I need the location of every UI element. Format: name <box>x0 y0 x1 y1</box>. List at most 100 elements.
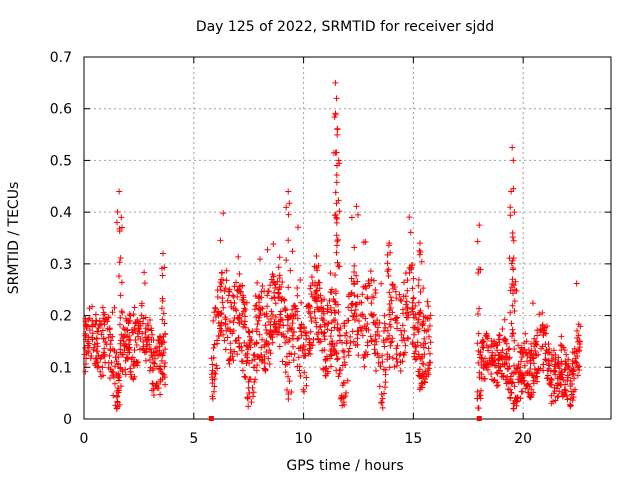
data-point <box>334 325 341 332</box>
data-point <box>250 352 257 359</box>
data-point <box>311 308 318 315</box>
data-point <box>214 308 221 315</box>
data-point <box>550 355 557 362</box>
y-tick-label: 0.2 <box>50 309 72 325</box>
data-point <box>248 399 255 406</box>
data-point <box>564 377 571 384</box>
data-point <box>507 287 514 294</box>
data-point <box>118 224 125 231</box>
data-point <box>396 291 403 298</box>
data-point <box>254 321 261 328</box>
data-point <box>270 241 277 248</box>
data-point <box>510 290 517 297</box>
data-point <box>101 311 108 318</box>
data-point <box>527 360 534 367</box>
data-point <box>93 358 100 365</box>
data-point <box>521 340 528 347</box>
data-point <box>210 317 217 324</box>
data-point <box>82 315 89 322</box>
data-point <box>353 272 360 279</box>
data-point <box>333 340 340 347</box>
data-point <box>122 315 129 322</box>
data-point <box>540 327 547 334</box>
data-point <box>236 271 243 278</box>
data-point <box>381 390 388 397</box>
data-point <box>354 293 361 300</box>
data-point <box>270 273 277 280</box>
data-point <box>509 302 516 309</box>
data-point <box>564 396 571 403</box>
data-point <box>86 327 93 334</box>
data-point <box>399 322 406 329</box>
data-point <box>478 362 485 369</box>
data-point <box>133 341 140 348</box>
data-point <box>210 388 217 395</box>
data-point <box>355 318 362 325</box>
data-point <box>417 307 424 314</box>
data-point <box>242 352 249 359</box>
data-point <box>223 267 230 274</box>
data-point <box>508 389 515 396</box>
data-point <box>474 310 481 317</box>
data-point <box>511 383 518 390</box>
data-point <box>427 339 434 346</box>
data-point <box>294 363 301 370</box>
data-point <box>146 316 153 323</box>
data-point <box>420 344 427 351</box>
data-point <box>86 344 93 351</box>
x-tick-label: 0 <box>80 431 89 447</box>
data-point <box>359 324 366 331</box>
data-point <box>558 333 565 340</box>
data-point <box>117 340 124 347</box>
data-point <box>386 332 393 339</box>
data-point <box>409 339 416 346</box>
data-point <box>551 388 558 395</box>
data-point <box>494 347 501 354</box>
data-point <box>125 345 132 352</box>
data-point <box>340 394 347 401</box>
data-point <box>151 360 158 367</box>
x-axis-label: GPS time / hours <box>286 458 403 474</box>
data-point <box>363 326 370 333</box>
data-point <box>418 258 425 265</box>
data-point <box>364 295 371 302</box>
data-point <box>264 303 271 310</box>
data-point <box>272 320 279 327</box>
data-point <box>525 381 532 388</box>
data-point <box>131 347 138 354</box>
data-point <box>156 347 163 354</box>
data-point <box>386 289 393 296</box>
data-point <box>512 369 519 376</box>
data-point <box>297 373 304 380</box>
data-point <box>505 346 512 353</box>
data-point <box>256 312 263 319</box>
data-point <box>275 290 282 297</box>
data-point <box>99 372 106 379</box>
data-point <box>336 160 343 167</box>
data-point <box>558 347 565 354</box>
data-point <box>283 386 290 393</box>
data-point <box>286 200 293 207</box>
data-point <box>534 327 541 334</box>
data-point <box>567 402 574 409</box>
data-point <box>240 323 247 330</box>
y-tick-label: 0 <box>63 412 72 428</box>
data-point <box>410 275 417 282</box>
data-point <box>258 294 265 301</box>
data-point <box>376 319 383 326</box>
data-point <box>335 373 342 380</box>
data-point <box>131 358 138 365</box>
data-point <box>421 378 428 385</box>
data-point <box>259 336 266 343</box>
data-point <box>114 208 121 215</box>
data-point <box>283 204 290 211</box>
data-point <box>558 381 565 388</box>
data-point <box>362 315 369 322</box>
data-point <box>394 325 401 332</box>
x-tick-label: 15 <box>404 431 422 447</box>
data-point <box>116 273 123 280</box>
data-point <box>321 336 328 343</box>
data-point <box>256 331 263 338</box>
data-point <box>302 352 309 359</box>
